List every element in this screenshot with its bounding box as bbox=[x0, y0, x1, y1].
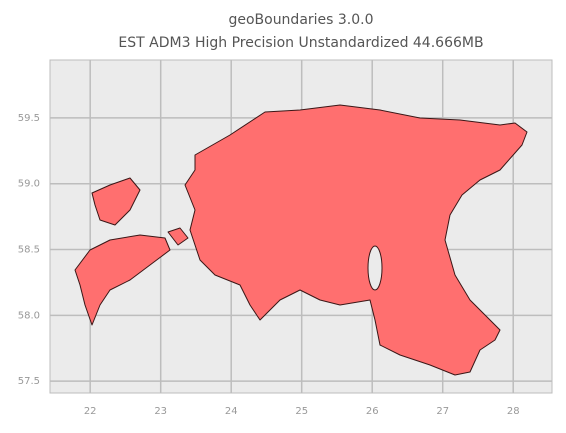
x-tick-label: 23 bbox=[154, 406, 167, 417]
y-tick-label: 58.5 bbox=[18, 245, 40, 256]
mainland bbox=[184, 104, 528, 376]
y-tick-label: 59.0 bbox=[18, 179, 40, 190]
muhu bbox=[167, 227, 189, 246]
y-tick-label: 58.0 bbox=[18, 310, 40, 321]
x-tick-label: 24 bbox=[225, 406, 238, 417]
x-tick-label: 25 bbox=[295, 406, 308, 417]
hiiumaa bbox=[91, 177, 141, 226]
boundaries bbox=[74, 104, 528, 376]
x-tick-label: 22 bbox=[84, 406, 97, 417]
y-tick-label: 59.5 bbox=[18, 113, 40, 124]
chart-title: geoBoundaries 3.0.0 bbox=[228, 12, 373, 28]
chart-subtitle: EST ADM3 High Precision Unstandardized 4… bbox=[118, 35, 483, 51]
saaremaa bbox=[74, 234, 171, 326]
y-tick-label: 57.5 bbox=[18, 376, 40, 387]
lake bbox=[367, 245, 383, 291]
x-tick-label: 26 bbox=[366, 406, 379, 417]
x-tick-label: 28 bbox=[507, 406, 520, 417]
x-tick-label: 27 bbox=[436, 406, 449, 417]
